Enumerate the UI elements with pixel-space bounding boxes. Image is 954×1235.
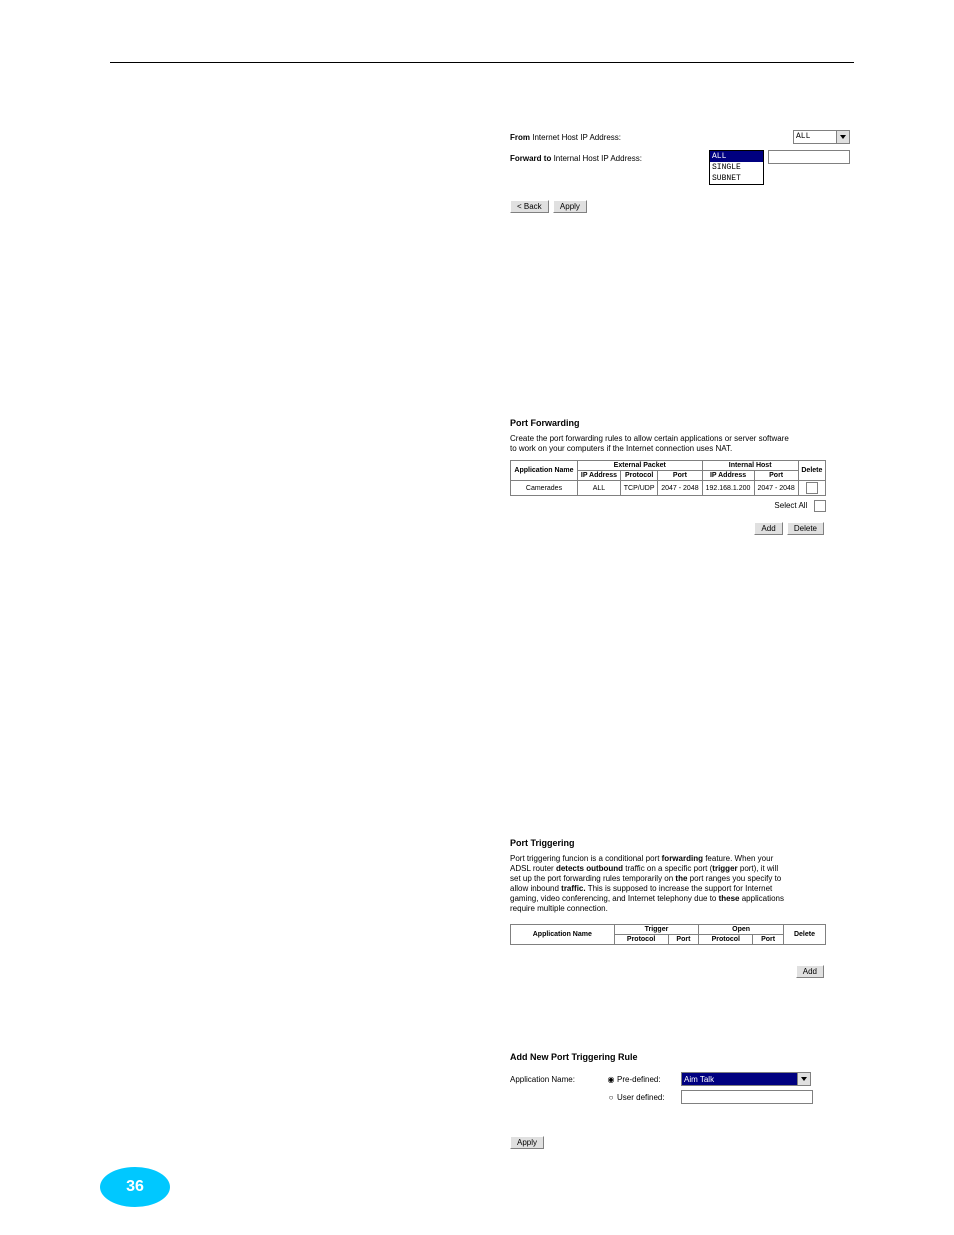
predefined-label: Pre-defined: [617,1075,681,1084]
page-root: From Internet Host IP Address: ALL Forwa… [0,0,954,1235]
apply-button-2[interactable]: Apply [510,1136,544,1149]
pf-header-row-1: Application Name External Packet Interna… [511,461,826,471]
pf-th-del: Delete [798,461,825,481]
pt-th-trig-proto: Protocol [614,935,668,945]
add-rule-userdefined-row: ○ User defined: [510,1090,850,1104]
ip-address-section: From Internet Host IP Address: ALL Forwa… [510,130,850,185]
pt-th-open-port: Port [753,935,784,945]
from-bold: From [510,133,530,142]
from-ip-dropdown-wrap: ALL [793,130,850,144]
pf-cell-extip: ALL [577,481,620,496]
forward-rest: Internal Host IP Address: [551,154,642,163]
dropdown-option[interactable]: SINGLE [710,162,763,173]
page-number-badge: 36 [100,1167,170,1207]
from-ip-row: From Internet Host IP Address: ALL [510,130,850,144]
delete-button[interactable]: Delete [787,522,824,535]
pt-description: Port triggering funcion is a conditional… [510,854,790,914]
pt-buttons-row: Add [510,965,826,978]
pf-th-int-port: Port [754,471,798,481]
pt-th-trigger: Trigger [614,925,699,935]
from-rest: Internet Host IP Address: [530,133,621,142]
pt-add-button[interactable]: Add [796,965,824,978]
pf-select-all-checkbox[interactable] [814,500,826,512]
pt-th-trig-port: Port [668,935,699,945]
dropdown-arrow-icon[interactable] [797,1073,810,1085]
pf-title: Port Forwarding [510,418,850,428]
from-ip-label: From Internet Host IP Address: [510,133,621,142]
pf-cell-proto: TCP/UDP [620,481,657,496]
pf-cell-delchk [798,481,825,496]
dropdown-option[interactable]: ALL [710,151,763,162]
pf-cell-extport: 2047 - 2048 [658,481,702,496]
forward-row-wrap: Forward to Internal Host IP Address: ALL… [510,150,850,185]
from-ip-dropdown[interactable]: ALL [793,130,850,144]
pf-th-ext-proto: Protocol [620,471,657,481]
top-divider [110,62,854,63]
pf-select-all-label: Select All [774,501,807,510]
pt-table: Application Name Trigger Open Delete Pro… [510,924,826,945]
dropdown-arrow-icon[interactable] [836,131,849,143]
pf-table: Application Name External Packet Interna… [510,460,826,496]
pf-th-int: Internal Host [702,461,798,471]
pt-th-open-proto: Protocol [699,935,753,945]
userdefined-label: User defined: [617,1093,681,1102]
pt-th-open: Open [699,925,784,935]
port-forwarding-section: Port Forwarding Create the port forwardi… [510,418,850,535]
forward-ip-label: Forward to Internal Host IP Address: [510,154,642,163]
pf-th-ext-port: Port [658,471,702,481]
pf-delete-checkbox[interactable] [806,482,818,494]
pf-cell-app: Camerades [511,481,578,496]
pf-cell-intip: 192.168.1.200 [702,481,754,496]
apply-button[interactable]: Apply [553,200,587,213]
from-ip-dropdown-selected: ALL [794,132,812,141]
userdefined-input[interactable] [681,1090,813,1104]
pf-buttons-row: Add Delete [510,522,826,535]
predefined-combo-value: Aim Talk [684,1075,714,1084]
port-triggering-section: Port Triggering Port triggering funcion … [510,838,850,978]
add-rule-apply-row: Apply [510,1136,850,1149]
add-rule-title: Add New Port Triggering Rule [510,1052,850,1062]
predefined-combo[interactable]: Aim Talk [681,1072,811,1086]
pf-th-app: Application Name [511,461,578,481]
pf-th-int-ip: IP Address [702,471,754,481]
dropdown-option[interactable]: SUBNET [710,173,763,184]
pt-th-app: Application Name [511,925,615,945]
from-ip-dropdown-options[interactable]: ALL SINGLE SUBNET [709,150,764,185]
pt-title: Port Triggering [510,838,850,848]
pf-th-ext: External Packet [577,461,702,471]
add-rule-section: Add New Port Triggering Rule Application… [510,1052,850,1104]
pf-cell-intport: 2047 - 2048 [754,481,798,496]
table-row: Camerades ALL TCP/UDP 2047 - 2048 192.16… [511,481,826,496]
add-rule-predefined-row: Application Name: ◉ Pre-defined: Aim Tal… [510,1072,850,1086]
pt-th-del: Delete [783,925,825,945]
back-apply-row: < Back Apply [510,200,850,213]
add-rule-appname-label: Application Name: [510,1075,605,1084]
pf-select-all-row: Select All [510,500,826,512]
pf-th-ext-ip: IP Address [577,471,620,481]
add-button[interactable]: Add [754,522,782,535]
predefined-radio[interactable]: ◉ [605,1075,617,1084]
pt-header-row-1: Application Name Trigger Open Delete [511,925,826,935]
forward-ip-input[interactable] [768,150,850,164]
forward-bold: Forward to [510,154,551,163]
pf-description: Create the port forwarding rules to allo… [510,434,790,454]
userdefined-radio[interactable]: ○ [605,1093,617,1102]
back-button[interactable]: < Back [510,200,549,213]
